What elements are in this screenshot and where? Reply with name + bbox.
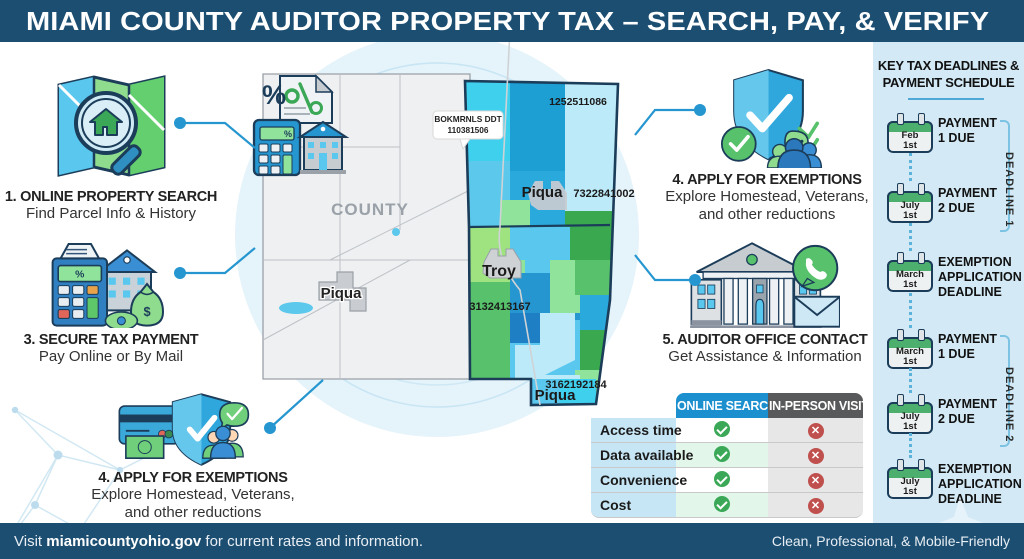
svg-text:Piqua: Piqua (522, 184, 563, 201)
svg-text:1252511086: 1252511086 (549, 96, 607, 108)
svg-text:COUNTY: COUNTY (331, 200, 409, 219)
svg-text:%: % (284, 129, 292, 139)
svg-text:7322841002: 7322841002 (573, 188, 634, 200)
svg-text:Piqua: Piqua (321, 285, 362, 302)
svg-text:110381506: 110381506 (447, 125, 488, 135)
svg-text:Troy: Troy (482, 263, 516, 280)
svg-text:Piqua: Piqua (535, 387, 576, 404)
svg-text:%: % (262, 80, 286, 110)
svg-text:BOKMRNLS DDT: BOKMRNLS DDT (434, 114, 501, 124)
svg-text:3132413167: 3132413167 (469, 301, 530, 313)
